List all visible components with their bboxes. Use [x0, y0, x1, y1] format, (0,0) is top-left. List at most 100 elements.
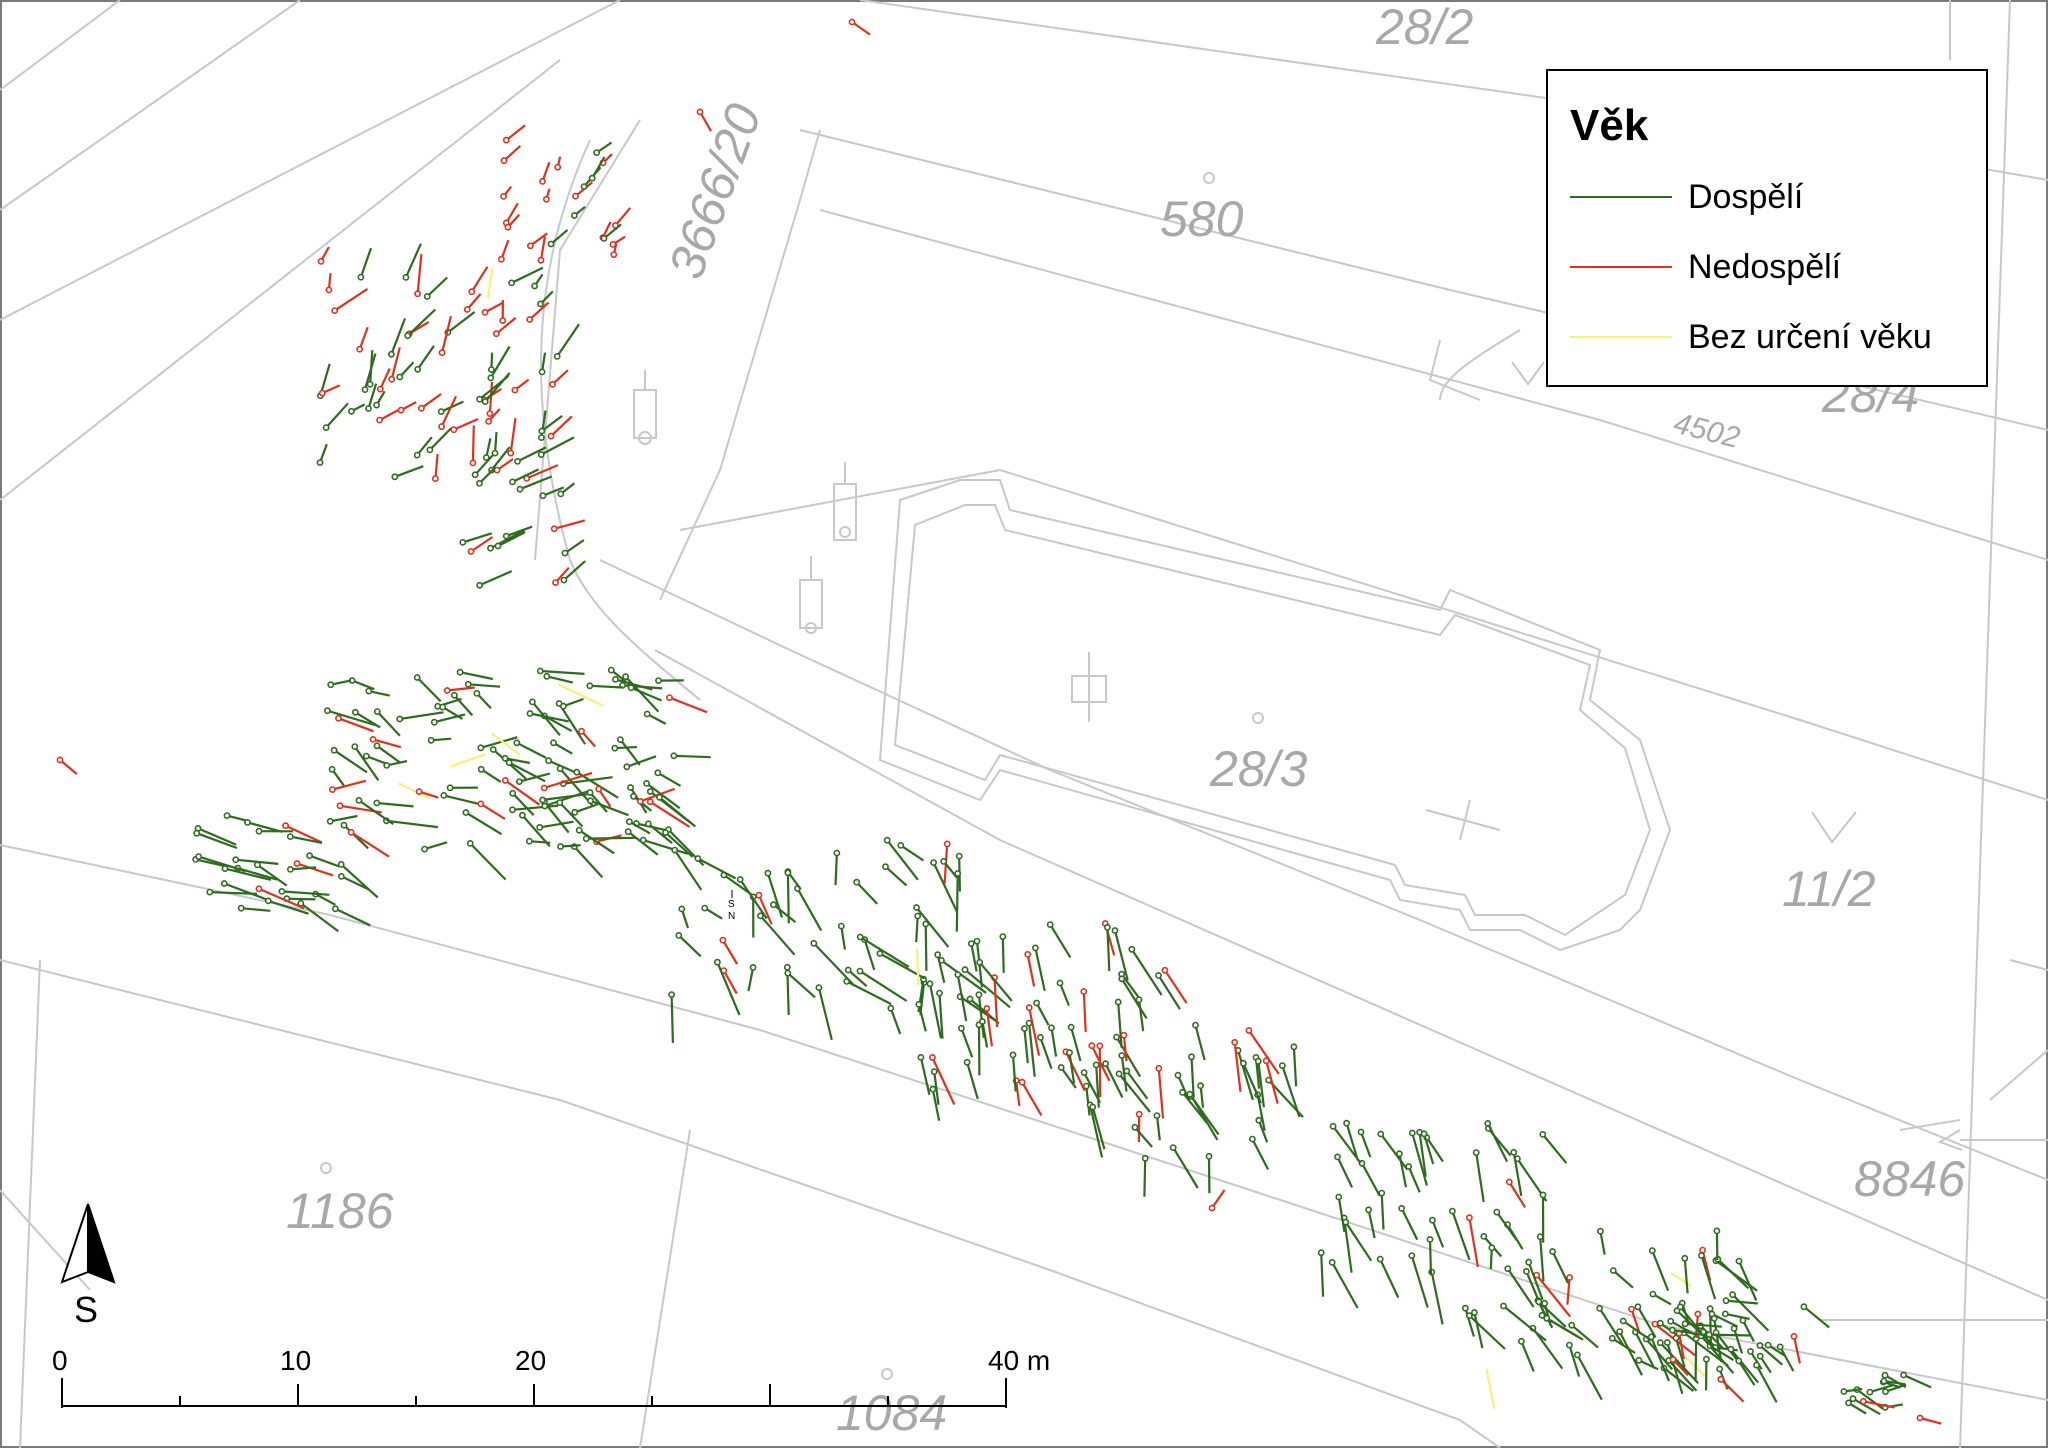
burial-line [1359, 1131, 1372, 1158]
burial-head [373, 401, 380, 409]
burial-line [1089, 1104, 1104, 1158]
burial-line [516, 741, 547, 759]
burial-line [1134, 1126, 1153, 1148]
burial-line [590, 799, 629, 817]
burial-head [934, 951, 942, 959]
burial-line [1189, 1093, 1220, 1136]
burial-head [1635, 1356, 1643, 1364]
burial-line [365, 755, 386, 765]
burial-head [1449, 1207, 1456, 1215]
burial-head [491, 449, 499, 457]
map-arrow [1937, 1129, 1963, 1151]
burial-line [286, 897, 316, 901]
burial-head [471, 471, 479, 479]
burial-head [586, 789, 594, 796]
burial-line [424, 841, 448, 851]
burial-head [917, 1054, 925, 1061]
burial-head [1033, 999, 1040, 1007]
burial-line [614, 207, 632, 227]
burial-line [1242, 1062, 1263, 1104]
burial-line [197, 827, 237, 846]
burial-line [578, 829, 615, 855]
burial-line [198, 855, 246, 873]
burial-line [1157, 1068, 1165, 1119]
burial-head [1471, 1309, 1478, 1316]
burial-head [1096, 1042, 1104, 1050]
burial-line [416, 253, 423, 294]
burial-head [848, 18, 856, 26]
burial-head [1462, 1304, 1469, 1312]
burial-head [508, 279, 515, 287]
small-north-label: S [728, 899, 735, 910]
burial-head [1186, 1090, 1194, 1098]
burial-head [1596, 1305, 1603, 1312]
burial-head [1396, 1150, 1403, 1158]
burial-line [886, 839, 919, 881]
burial-head [519, 811, 526, 819]
burial-line [479, 570, 513, 587]
burial-head [844, 966, 852, 974]
burial-line [1598, 1307, 1625, 1346]
burial-line [647, 822, 673, 844]
burial-head [414, 290, 421, 298]
burial-head [1510, 1148, 1518, 1156]
burial-head [1706, 1305, 1714, 1313]
burial-head [1111, 927, 1119, 934]
burial-head [322, 424, 330, 431]
burial-head [588, 174, 596, 182]
burial-head [1067, 1023, 1075, 1031]
burial-head [1705, 1331, 1713, 1338]
burial-line [649, 800, 691, 828]
burial-head [1192, 1021, 1199, 1029]
burial-head [770, 901, 777, 909]
burial-line [358, 326, 369, 350]
burial-line [1120, 978, 1148, 1019]
burial-head [643, 780, 650, 787]
burial-line [1021, 1081, 1043, 1116]
legend: Věk Dospělí Nedospělí Bez určení věku [1546, 69, 1988, 387]
burial-line [960, 1027, 974, 1058]
burial-head [1543, 1314, 1551, 1322]
burial-head [646, 788, 654, 795]
burial-head [540, 784, 548, 792]
burial-line [1700, 1335, 1735, 1374]
burial-head [1667, 1317, 1675, 1325]
burial-line [1122, 1035, 1128, 1062]
burial-head [396, 715, 404, 723]
burial-head [887, 1004, 895, 1012]
burial-head [1756, 1342, 1764, 1349]
burial-line [563, 697, 584, 708]
burial-head [430, 718, 438, 726]
burial-line [512, 804, 559, 811]
burial-line [434, 713, 466, 724]
burial-line [1539, 1236, 1545, 1282]
burial-line [1257, 1061, 1265, 1108]
burial-head [1025, 1004, 1033, 1012]
burial-line [209, 891, 258, 895]
burial-line [429, 427, 452, 451]
burial-line [466, 293, 482, 311]
burial-head [206, 888, 214, 896]
burial-head [1018, 1078, 1026, 1086]
burial-line [1085, 1085, 1091, 1116]
burial-head [365, 405, 372, 412]
parcel-label: 580 [1160, 191, 1244, 247]
burial-head [915, 1001, 923, 1008]
burial-line [1163, 969, 1188, 1004]
burial-line [372, 738, 402, 749]
burial-head [1776, 1343, 1784, 1351]
burial-head [293, 860, 301, 867]
burial-line [1028, 1022, 1036, 1077]
burial-head [450, 426, 458, 434]
burial-line [1543, 1303, 1552, 1326]
burial-head [1493, 1208, 1501, 1216]
burial-line [1237, 1050, 1254, 1101]
burial-line [580, 730, 596, 748]
burial-line [1410, 1255, 1429, 1308]
burial-head [323, 707, 331, 715]
burial-line [847, 969, 868, 988]
burial-line [1431, 1219, 1445, 1248]
burial-line [359, 247, 373, 278]
burial-line [443, 794, 478, 805]
burial-line [1367, 1209, 1376, 1239]
